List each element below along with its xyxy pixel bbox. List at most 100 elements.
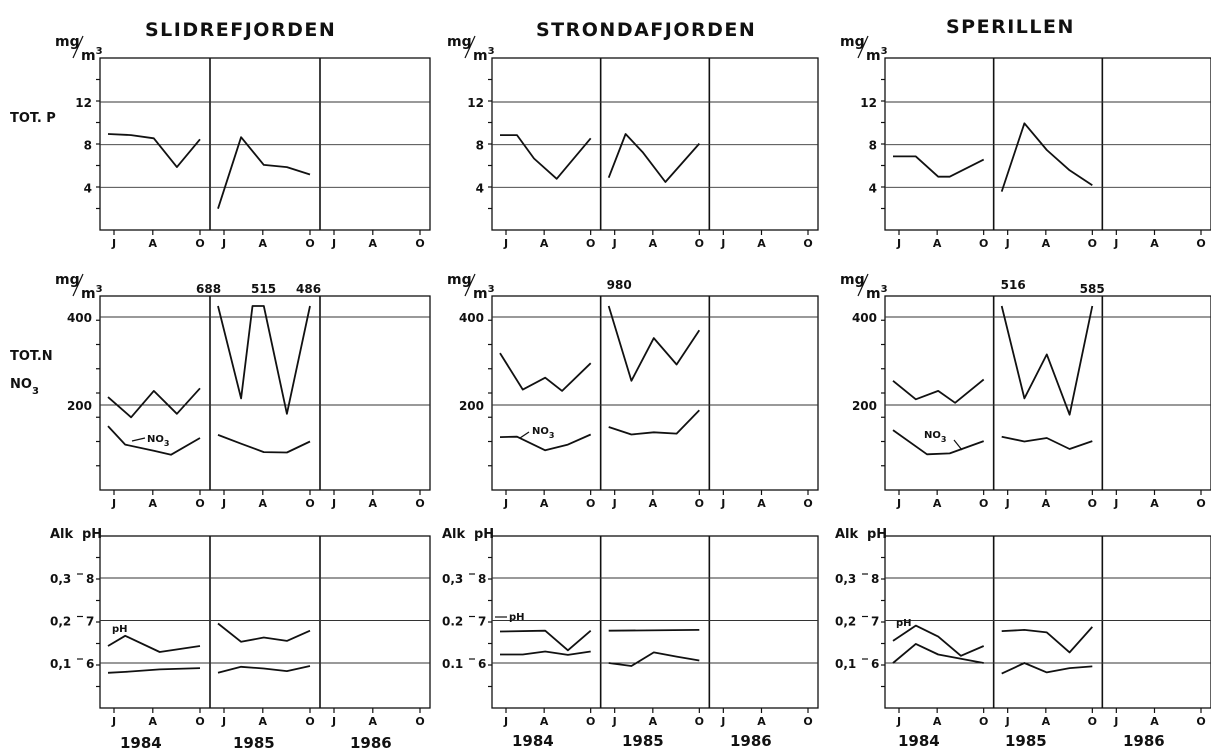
lake-title-sperillen: SPERILLEN	[946, 16, 1075, 38]
y-tick-label: 4	[869, 181, 877, 195]
ph-tick-label: 6	[86, 657, 94, 671]
panel-frame	[99, 535, 431, 709]
month-label-j: J	[111, 715, 116, 728]
month-label-o: O	[1196, 237, 1205, 250]
month-label-j: J	[720, 497, 725, 510]
unit-numerator: mg	[447, 34, 472, 50]
month-label-j: J	[331, 237, 336, 250]
month-label-a: A	[1042, 237, 1051, 250]
month-label-o: O	[305, 237, 314, 250]
y-tick-label: 400	[459, 311, 484, 325]
month-label-j: J	[896, 237, 901, 250]
month-label-o: O	[586, 715, 595, 728]
month-label-o: O	[1088, 237, 1097, 250]
series-line-slidrefjorden-series-1985	[217, 136, 311, 209]
row-label-totp: TOT. P	[10, 111, 56, 126]
data-label: 688	[196, 282, 221, 296]
month-label-o: O	[695, 237, 704, 250]
series-line-sperillen-alk-1985	[1001, 662, 1093, 675]
month-label-o: O	[1196, 497, 1205, 510]
month-label-a: A	[259, 237, 268, 250]
month-label-j: J	[896, 715, 901, 728]
row-label-no3: NO3	[10, 377, 39, 397]
year-label-1984-b: 1984	[512, 732, 554, 750]
y-tick-label: 12	[75, 96, 92, 110]
month-label-o: O	[695, 715, 704, 728]
year-label-1986-c: 1986	[1123, 732, 1165, 750]
no3-inline-label-sperillen: NO3	[924, 430, 946, 444]
month-label-o: O	[415, 237, 424, 250]
y-tick-label: 200	[459, 399, 484, 413]
month-label-o: O	[305, 497, 314, 510]
unit-exponent: 3	[881, 284, 888, 295]
no3-subscript: 3	[164, 439, 170, 448]
unit-exponent: 3	[488, 46, 495, 57]
month-label-j: J	[612, 715, 617, 728]
series-line-slidrefjorden-ph-1985	[217, 622, 311, 643]
month-label-o: O	[586, 497, 595, 510]
month-label-o: O	[195, 715, 204, 728]
unit-exponent: 3	[96, 46, 103, 57]
no3-inline-label-strondafjorden: NO3	[532, 426, 554, 440]
unit-slash	[857, 35, 869, 59]
alk-tick-label: 0,1	[50, 657, 71, 671]
data-label: 515	[251, 282, 276, 296]
unit-numerator: mg	[55, 272, 80, 288]
month-label-o: O	[979, 497, 988, 510]
unit-exponent: 3	[96, 284, 103, 295]
series-line-strondafjorden-no3-1984	[499, 433, 592, 452]
no3-inline-label-slidrefjorden: NO3	[147, 434, 169, 448]
month-label-j: J	[720, 237, 725, 250]
panel-frame	[99, 57, 431, 231]
year-label-1985-b: 1985	[622, 732, 664, 750]
month-label-o: O	[803, 237, 812, 250]
month-label-a: A	[757, 237, 766, 250]
month-label-j: J	[1005, 497, 1010, 510]
ph-header: pH	[867, 527, 887, 542]
series-line-strondafjorden-series-1984	[500, 134, 592, 180]
series-line-slidrefjorden-series-1984	[107, 133, 201, 168]
series-line-slidrefjorden-no3-1984	[107, 425, 201, 456]
month-label-a: A	[1042, 715, 1051, 728]
ph-inline-label-slidrefjorden: pH	[112, 624, 128, 635]
ph-tick-label: 7	[478, 615, 486, 629]
month-label-o: O	[415, 715, 424, 728]
month-label-a: A	[933, 497, 942, 510]
year-label-1985-a: 1985	[233, 734, 275, 752]
no3-subscript: 3	[549, 431, 555, 440]
series-line-slidrefjorden-alk-1985	[217, 665, 311, 674]
ph-tick-label: 7	[871, 615, 879, 629]
series-line-strondafjorden-series-1985	[607, 133, 700, 183]
no3-pointer	[953, 439, 963, 451]
year-label-1986-a: 1986	[350, 734, 392, 752]
y-tick-label: 200	[67, 399, 92, 413]
month-label-o: O	[1088, 715, 1097, 728]
month-label-j: J	[503, 237, 508, 250]
month-label-o: O	[195, 497, 204, 510]
alk-tick-label: 0,3	[442, 572, 463, 586]
unit-numerator: mg	[55, 34, 80, 50]
month-label-o: O	[695, 497, 704, 510]
ph-header: pH	[82, 527, 102, 542]
month-label-a: A	[757, 497, 766, 510]
month-label-o: O	[803, 715, 812, 728]
ph-inline-label-sperillen: pH	[896, 618, 912, 629]
ph-tick-label: 8	[871, 572, 879, 586]
unit-slash	[72, 273, 84, 297]
month-label-a: A	[1150, 715, 1159, 728]
lake-title-strondafjorden: STRONDAFJORDEN	[536, 19, 756, 41]
month-label-a: A	[259, 715, 268, 728]
year-label-1984-a: 1984	[120, 734, 162, 752]
month-label-j: J	[1113, 237, 1118, 250]
row-label-totn: TOT.N	[10, 349, 53, 364]
